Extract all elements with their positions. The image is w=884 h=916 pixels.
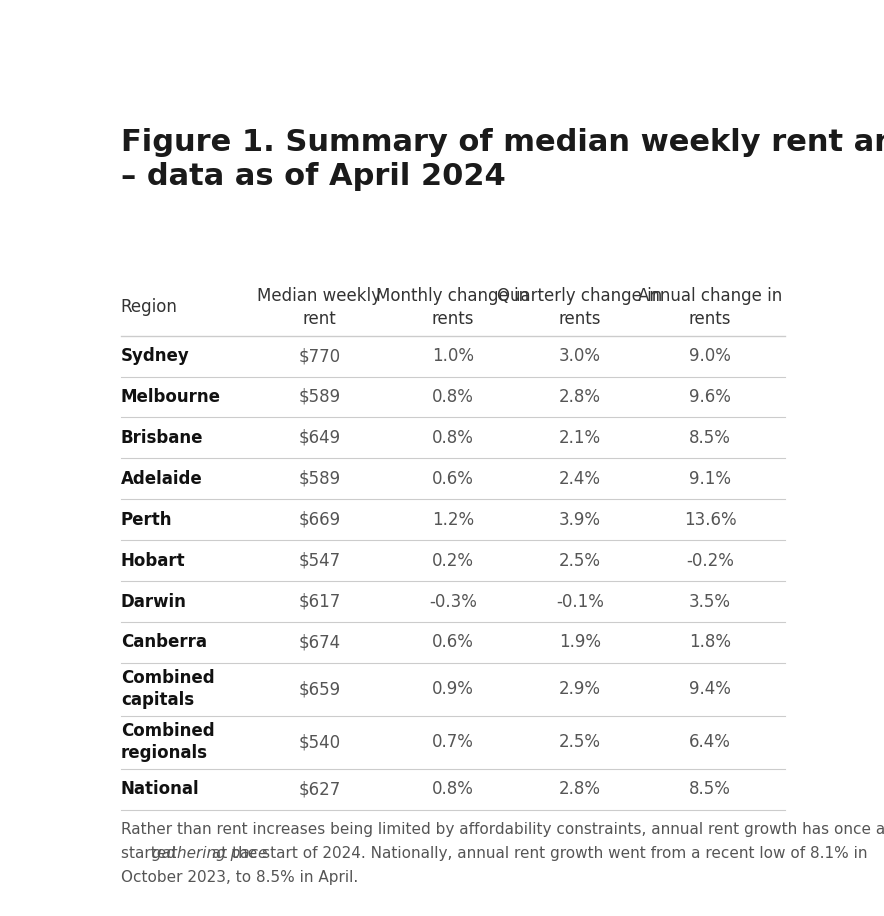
Text: $674: $674 — [299, 634, 340, 651]
Text: $649: $649 — [299, 429, 340, 447]
Text: -0.3%: -0.3% — [429, 593, 477, 611]
Text: -0.2%: -0.2% — [686, 551, 734, 570]
Text: Combined
capitals: Combined capitals — [121, 670, 215, 709]
Text: 0.9%: 0.9% — [432, 681, 474, 698]
Text: 2.1%: 2.1% — [559, 429, 601, 447]
Text: $589: $589 — [299, 470, 340, 488]
Text: 6.4%: 6.4% — [689, 733, 731, 751]
Text: Adelaide: Adelaide — [121, 470, 202, 488]
Text: 2.9%: 2.9% — [559, 681, 601, 698]
Text: 9.4%: 9.4% — [689, 681, 731, 698]
Text: 8.5%: 8.5% — [689, 780, 731, 798]
Text: Combined
regionals: Combined regionals — [121, 722, 215, 762]
Text: 0.8%: 0.8% — [432, 780, 474, 798]
Text: started: started — [121, 846, 180, 861]
Text: 0.2%: 0.2% — [432, 551, 474, 570]
Text: Perth: Perth — [121, 511, 172, 529]
Text: $589: $589 — [299, 388, 340, 406]
Text: Sydney: Sydney — [121, 347, 189, 365]
Text: $770: $770 — [299, 347, 340, 365]
Text: 2.8%: 2.8% — [559, 388, 601, 406]
Text: 0.8%: 0.8% — [432, 429, 474, 447]
Text: National: National — [121, 780, 200, 798]
Text: 0.8%: 0.8% — [432, 388, 474, 406]
Text: Monthly change in
rents: Monthly change in rents — [377, 288, 530, 328]
Text: October 2023, to 8.5% in April.: October 2023, to 8.5% in April. — [121, 870, 358, 885]
Text: 13.6%: 13.6% — [683, 511, 736, 529]
Text: 1.9%: 1.9% — [559, 634, 601, 651]
Text: $540: $540 — [299, 733, 340, 751]
Text: gathering pace: gathering pace — [152, 846, 267, 861]
Text: Melbourne: Melbourne — [121, 388, 221, 406]
Text: 9.1%: 9.1% — [689, 470, 731, 488]
Text: $669: $669 — [299, 511, 340, 529]
Text: 2.8%: 2.8% — [559, 780, 601, 798]
Text: $547: $547 — [299, 551, 340, 570]
Text: 2.5%: 2.5% — [559, 733, 601, 751]
Text: 3.5%: 3.5% — [689, 593, 731, 611]
Text: 9.0%: 9.0% — [689, 347, 731, 365]
Text: at the start of 2024. Nationally, annual rent growth went from a recent low of 8: at the start of 2024. Nationally, annual… — [207, 846, 867, 861]
Text: 2.4%: 2.4% — [559, 470, 601, 488]
Text: 2.5%: 2.5% — [559, 551, 601, 570]
Text: Rather than rent increases being limited by affordability constraints, annual re: Rather than rent increases being limited… — [121, 823, 884, 837]
Text: 1.0%: 1.0% — [432, 347, 474, 365]
Text: Region: Region — [121, 299, 178, 316]
Text: $627: $627 — [298, 780, 340, 798]
Text: Quarterly change in
rents: Quarterly change in rents — [497, 288, 662, 328]
Text: Figure 1. Summary of median weekly rent and value change
– data as of April 2024: Figure 1. Summary of median weekly rent … — [121, 127, 884, 191]
Text: Median weekly
rent: Median weekly rent — [257, 288, 382, 328]
Text: Darwin: Darwin — [121, 593, 187, 611]
Text: 3.9%: 3.9% — [559, 511, 601, 529]
Text: 0.6%: 0.6% — [432, 634, 474, 651]
Text: Hobart: Hobart — [121, 551, 186, 570]
Text: $617: $617 — [298, 593, 340, 611]
Text: 0.7%: 0.7% — [432, 733, 474, 751]
Text: 0.6%: 0.6% — [432, 470, 474, 488]
Text: 3.0%: 3.0% — [559, 347, 601, 365]
Text: 9.6%: 9.6% — [689, 388, 731, 406]
Text: 8.5%: 8.5% — [689, 429, 731, 447]
Text: 1.8%: 1.8% — [689, 634, 731, 651]
Text: 1.2%: 1.2% — [432, 511, 474, 529]
Text: Brisbane: Brisbane — [121, 429, 203, 447]
Text: Annual change in
rents: Annual change in rents — [638, 288, 782, 328]
Text: $659: $659 — [299, 681, 340, 698]
Text: Canberra: Canberra — [121, 634, 207, 651]
Text: -0.1%: -0.1% — [556, 593, 604, 611]
